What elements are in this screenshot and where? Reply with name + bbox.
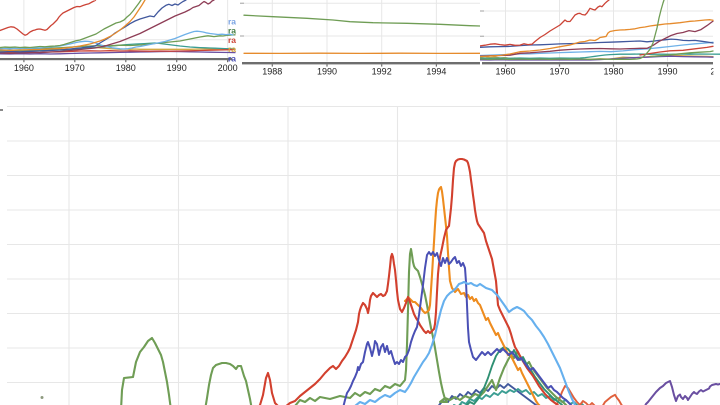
svg-text:1960: 1960 — [495, 67, 515, 77]
svg-text:1988: 1988 — [262, 67, 282, 77]
svg-text:1990: 1990 — [657, 67, 677, 77]
svg-text:1992: 1992 — [372, 67, 392, 77]
svg-text:ra: ra — [228, 35, 236, 45]
svg-text:ra: ra — [228, 53, 236, 63]
svg-text:1980: 1980 — [603, 67, 623, 77]
svg-text:ra: ra — [228, 26, 236, 36]
svg-text:1990: 1990 — [167, 63, 187, 73]
svg-text:1994: 1994 — [426, 67, 446, 77]
svg-text:1990: 1990 — [317, 67, 337, 77]
svg-text:ra: ra — [228, 17, 236, 27]
svg-text:2000: 2000 — [218, 63, 238, 73]
svg-text:1960: 1960 — [14, 63, 34, 73]
svg-text:1970: 1970 — [549, 67, 569, 77]
svg-text:1980: 1980 — [116, 63, 136, 73]
svg-text:ra: ra — [228, 44, 236, 54]
svg-text:1970: 1970 — [65, 63, 85, 73]
